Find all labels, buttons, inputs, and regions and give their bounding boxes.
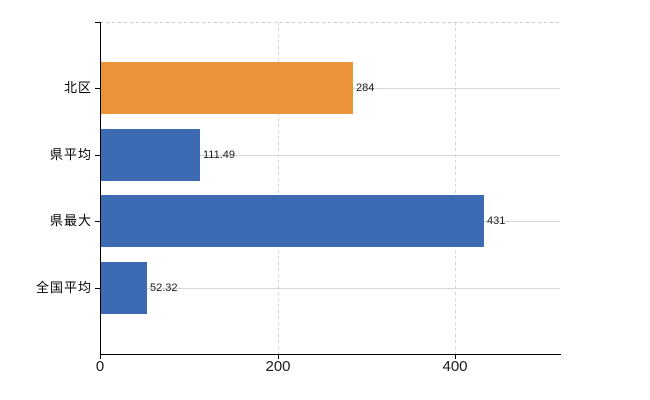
- y-axis-tick: [95, 288, 100, 289]
- y-axis-category-label: 全国平均: [35, 280, 92, 295]
- bar-value-label: 431: [487, 215, 506, 227]
- vertical-gridline: [278, 22, 279, 354]
- y-axis-category-label: 北区: [63, 80, 92, 95]
- y-axis-end-tick: [95, 22, 100, 23]
- x-axis-tick: [455, 354, 456, 359]
- plot-area: 284 111.49 431 52.32: [100, 22, 560, 354]
- x-axis-line: [100, 354, 561, 355]
- bar-0: [101, 62, 353, 114]
- x-axis-tick: [278, 354, 279, 359]
- vertical-gridline: [455, 22, 456, 354]
- bar-3: [101, 262, 147, 314]
- bar-1: [101, 129, 200, 181]
- horizontal-gridline: [100, 155, 560, 156]
- y-axis-tick: [95, 88, 100, 89]
- bar-value-label: 284: [356, 82, 375, 94]
- plot-top-border: [100, 22, 560, 23]
- y-axis-category-label: 県最大: [49, 213, 92, 228]
- bar-2: [101, 195, 484, 247]
- y-axis-line: [100, 22, 101, 354]
- x-axis-tick-label: 0: [95, 358, 105, 375]
- bar-value-label: 111.49: [203, 149, 236, 161]
- y-axis-tick: [95, 221, 100, 222]
- horizontal-gridline: [100, 288, 560, 289]
- y-axis-tick: [95, 155, 100, 156]
- y-axis-category-label: 県平均: [49, 147, 92, 162]
- x-axis-tick-label: 400: [442, 358, 468, 375]
- x-axis-tick: [100, 354, 101, 359]
- bar-value-label: 52.32: [150, 282, 178, 294]
- x-axis-tick-label: 200: [265, 358, 291, 375]
